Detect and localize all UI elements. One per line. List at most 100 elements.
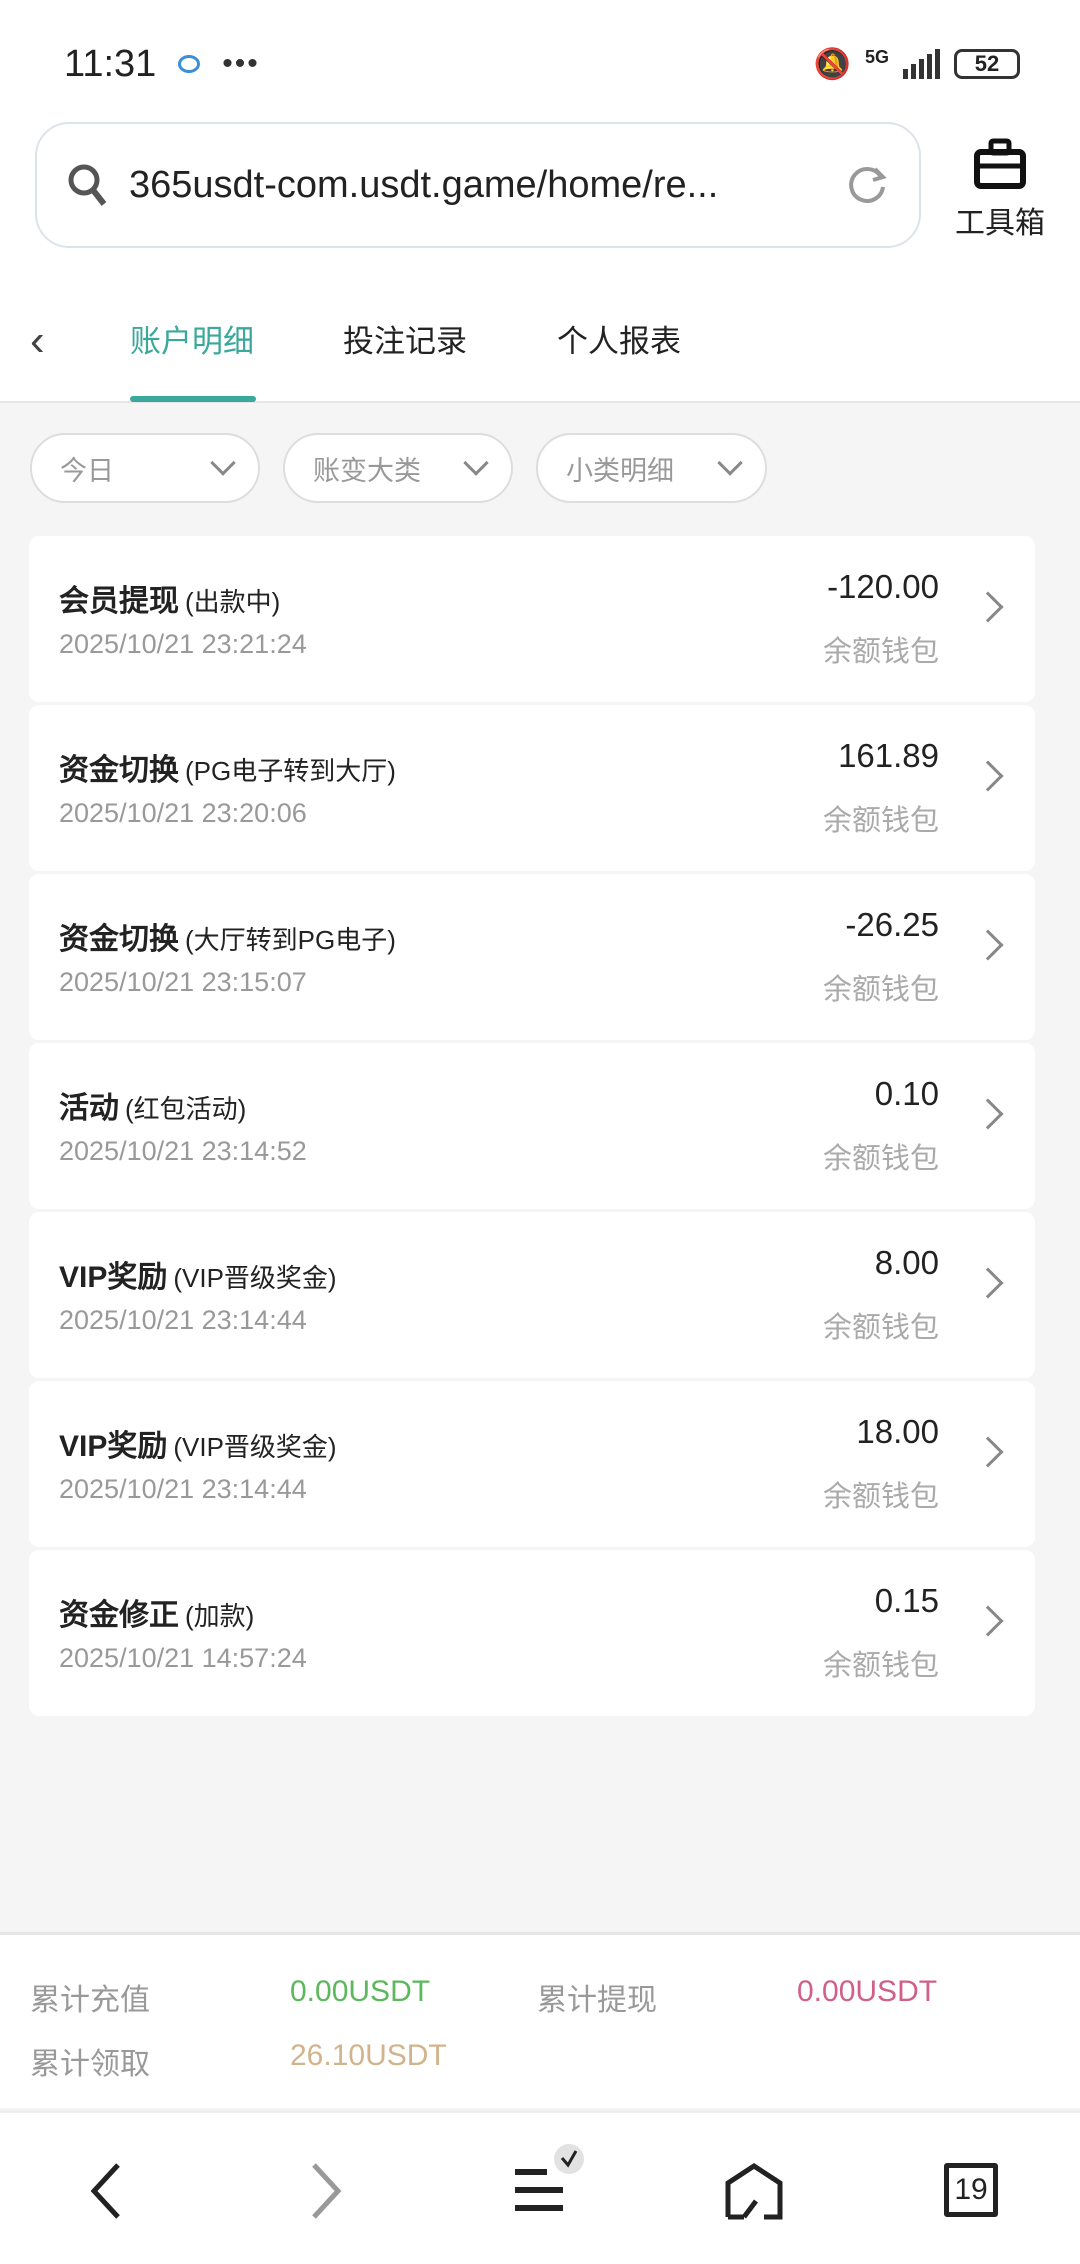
top-area: 11:31 ••• 🔕 5G 52 365usdt-com.usdt.game/… — [0, 0, 1080, 403]
deposit-label: 累计充值 — [30, 1984, 150, 2017]
search-icon — [68, 164, 107, 206]
toolbox-label: 工具箱 — [955, 207, 1045, 240]
menu-icon[interactable] — [515, 2143, 585, 2224]
more-notifications-icon: ••• — [222, 47, 260, 80]
record-item[interactable]: 资金切换 (PG电子转到大厅) 2025/10/21 23:20:06 161.8… — [29, 705, 1035, 871]
toolbox-button[interactable]: 工具箱 — [950, 138, 1050, 242]
claim-label: 累计领取 — [30, 2048, 150, 2081]
record-amount: 161.89 — [838, 737, 939, 774]
chevron-right-icon — [972, 1436, 1004, 1468]
status-bar: 11:31 ••• 🔕 5G 52 — [64, 36, 1020, 92]
chevron-down-icon — [717, 450, 743, 476]
record-amount: 18.00 — [856, 1413, 939, 1450]
record-item[interactable]: 活动 (红包活动) 2025/10/21 23:14:52 0.10 余额钱包 — [29, 1043, 1035, 1209]
chevron-right-icon — [972, 1267, 1004, 1299]
record-date: 2025/10/21 23:14:52 — [59, 1136, 307, 1166]
record-title: 会员提现 (出款中) — [59, 576, 280, 620]
record-amount: -26.25 — [845, 906, 939, 943]
filter-label: 账变大类 — [313, 455, 421, 486]
record-wallet: 余额钱包 — [822, 1312, 939, 1344]
record-date: 2025/10/21 23:14:44 — [59, 1305, 307, 1335]
filter-date[interactable]: 今日 — [30, 433, 260, 503]
tab-bar: ‹ 账户明细 投注记录 个人报表 — [0, 300, 1080, 403]
record-date: 2025/10/21 14:57:24 — [59, 1643, 307, 1673]
record-wallet: 余额钱包 — [822, 1143, 939, 1175]
record-subtype: (出款中) — [185, 587, 281, 617]
record-type: 活动 — [59, 1092, 119, 1125]
record-amount: 8.00 — [874, 1244, 939, 1281]
record-type: VIP奖励 — [59, 1430, 168, 1463]
active-tab-indicator — [130, 396, 256, 402]
chevron-right-icon — [972, 929, 1004, 961]
record-type: 资金修正 — [59, 1599, 179, 1632]
record-title: 资金切换 (PG电子转到大厅) — [59, 745, 396, 789]
record-subtype: (PG电子转到大厅) — [185, 756, 396, 786]
record-date: 2025/10/21 23:20:06 — [59, 798, 307, 828]
chevron-right-icon — [972, 1605, 1004, 1637]
filter-label: 小类明细 — [566, 455, 674, 486]
record-amount: -120.00 — [827, 568, 939, 605]
withdraw-value: 0.00USDT — [797, 1975, 938, 2008]
record-subtype: (大厅转到PG电子) — [185, 925, 396, 955]
status-time: 11:31 — [64, 42, 157, 85]
record-type: 资金切换 — [59, 754, 179, 787]
chat-notification-icon — [178, 55, 201, 73]
tab-personal-report[interactable]: 个人报表 — [557, 324, 681, 359]
reload-icon[interactable] — [845, 163, 889, 207]
tab-bet-records[interactable]: 投注记录 — [343, 324, 467, 359]
chevron-down-icon — [463, 450, 489, 476]
chevron-right-icon — [972, 591, 1004, 623]
record-item[interactable]: 资金切换 (大厅转到PG电子) 2025/10/21 23:15:07 -26.2… — [29, 874, 1035, 1040]
filter-category[interactable]: 账变大类 — [283, 433, 513, 503]
signal-icon — [903, 49, 940, 79]
battery-icon: 52 — [954, 49, 1020, 79]
record-title: 资金切换 (大厅转到PG电子) — [59, 914, 396, 958]
record-title: VIP奖励 (VIP晋级奖金) — [59, 1421, 337, 1465]
record-item[interactable]: VIP奖励 (VIP晋级奖金) 2025/10/21 23:14:44 8.00 … — [29, 1212, 1035, 1378]
network-type: 5G — [864, 46, 889, 67]
record-amount: 0.10 — [874, 1075, 939, 1112]
withdraw-label: 累计提现 — [537, 1984, 657, 2017]
home-icon[interactable] — [724, 2163, 784, 2226]
mute-bell-icon: 🔕 — [813, 47, 851, 81]
filter-label: 今日 — [60, 455, 114, 486]
tab-account-details[interactable]: 账户明细 — [130, 324, 254, 359]
record-date: 2025/10/21 23:21:24 — [59, 629, 307, 659]
record-subtype: (红包活动) — [125, 1094, 247, 1124]
record-subtype: (VIP晋级奖金) — [173, 1432, 337, 1462]
record-wallet: 余额钱包 — [822, 1650, 939, 1682]
tabs-count-button[interactable]: 19 — [944, 2163, 998, 2217]
record-wallet: 余额钱包 — [822, 636, 939, 668]
record-item[interactable]: VIP奖励 (VIP晋级奖金) 2025/10/21 23:14:44 18.00… — [29, 1381, 1035, 1547]
record-subtype: (VIP晋级奖金) — [173, 1263, 337, 1293]
claim-value: 26.10USDT — [290, 2039, 447, 2072]
record-title: VIP奖励 (VIP晋级奖金) — [59, 1252, 337, 1296]
record-type: 会员提现 — [59, 585, 179, 618]
filter-subcategory[interactable]: 小类明细 — [536, 433, 767, 503]
address-bar[interactable]: 365usdt-com.usdt.game/home/re... — [35, 122, 921, 248]
deposit-value: 0.00USDT — [290, 1975, 431, 2008]
record-wallet: 余额钱包 — [822, 1481, 939, 1513]
summary-panel: 累计充值 0.00USDT 累计提现 0.00USDT 累计领取 26.10US… — [0, 1932, 1080, 2108]
record-wallet: 余额钱包 — [822, 805, 939, 837]
chevron-right-icon — [972, 1098, 1004, 1130]
chevron-down-icon — [210, 450, 236, 476]
record-title: 活动 (红包活动) — [59, 1083, 246, 1127]
chevron-right-icon — [972, 760, 1004, 792]
record-date: 2025/10/21 23:15:07 — [59, 967, 307, 997]
nav-back-icon[interactable] — [88, 2163, 124, 2224]
nav-forward-icon[interactable] — [308, 2163, 344, 2224]
record-date: 2025/10/21 23:14:44 — [59, 1474, 307, 1504]
record-subtype: (加款) — [185, 1601, 255, 1631]
briefcase-icon — [974, 138, 1026, 189]
browser-bottom-nav: 19 — [0, 2110, 1080, 2264]
record-item[interactable]: 会员提现 (出款中) 2025/10/21 23:21:24 -120.00 余额… — [29, 536, 1035, 702]
record-item[interactable]: 资金修正 (加款) 2025/10/21 14:57:24 0.15 余额钱包 — [29, 1550, 1035, 1716]
record-title: 资金修正 (加款) — [59, 1590, 254, 1634]
record-type: VIP奖励 — [59, 1261, 168, 1294]
back-chevron-icon[interactable]: ‹ — [30, 316, 45, 365]
url-text[interactable]: 365usdt-com.usdt.game/home/re... — [129, 163, 719, 206]
record-wallet: 余额钱包 — [822, 974, 939, 1006]
record-type: 资金切换 — [59, 923, 179, 956]
record-amount: 0.15 — [874, 1582, 939, 1619]
